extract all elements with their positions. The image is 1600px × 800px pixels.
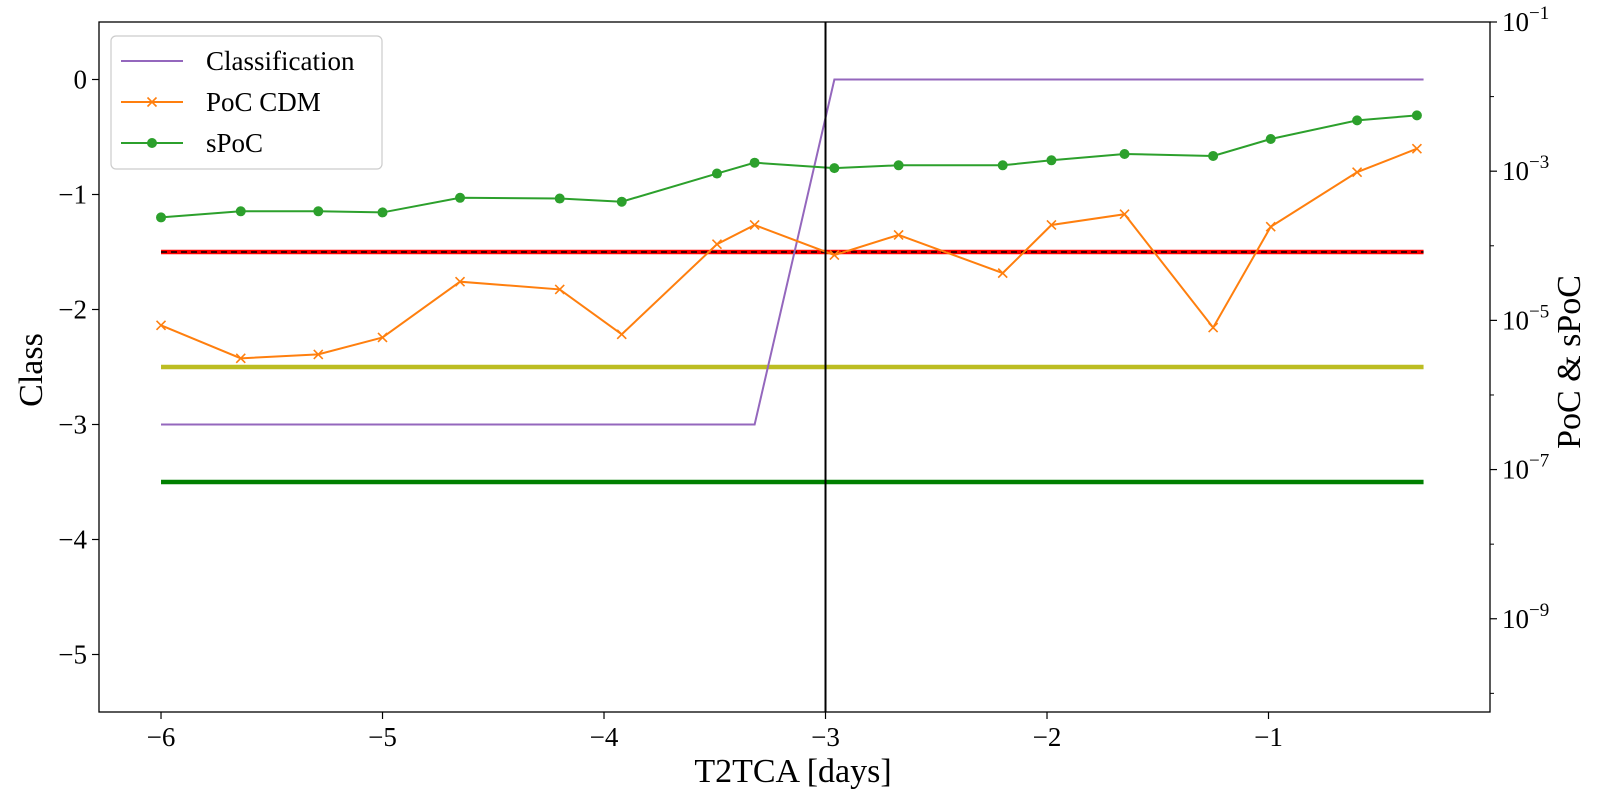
spoc-point-4 [455, 192, 466, 203]
x-tick-label: −6 [147, 722, 176, 752]
poc-cdm-point-12 [1046, 219, 1057, 231]
spoc-point-2 [313, 206, 324, 217]
poc-cdm-point-3 [377, 332, 388, 343]
y-left-tick-label: −5 [58, 640, 87, 670]
spoc-point-7 [711, 168, 722, 179]
poc-cdm-marker-stroke [313, 349, 324, 360]
spoc-point-9 [829, 163, 840, 174]
poc-cdm-marker-stroke [616, 329, 627, 340]
spoc-point-10 [893, 160, 904, 171]
poc-cdm-marker-stroke [235, 353, 246, 364]
poc-cdm-point-1 [235, 353, 246, 364]
poc-cdm-point-6 [616, 329, 627, 340]
legend-label: Classification [206, 46, 355, 76]
poc-cdm-marker-stroke [829, 250, 840, 261]
legend-label: sPoC [206, 128, 263, 158]
poc-cdm-marker-stroke [1119, 209, 1130, 220]
spoc-point-6 [616, 196, 627, 207]
legend-item-classification: Classification [121, 46, 355, 76]
y-axis-left-label: Class [13, 333, 50, 407]
poc-cdm-point-2 [313, 349, 324, 360]
y-right-tick-label: 10−1 [1502, 3, 1549, 37]
poc-cdm-marker-stroke [1208, 322, 1219, 333]
x-tick-label: −5 [368, 722, 397, 752]
y-right-tick-label: 10−5 [1502, 301, 1549, 335]
spoc-point-15 [1265, 134, 1276, 145]
poc-cdm-point-17 [1411, 143, 1422, 154]
spoc-point-12 [1046, 155, 1057, 166]
poc-cdm-marker-stroke [1265, 221, 1276, 232]
poc-cdm-marker-stroke [711, 239, 723, 250]
poc-cdm-marker-stroke [1352, 167, 1363, 178]
spoc-point-14 [1208, 150, 1219, 161]
legend: Classification PoC CDM sPoC [110, 35, 383, 170]
plot-frame [98, 21, 1491, 713]
poc-cdm-point-7 [711, 239, 723, 250]
spoc-point-16 [1352, 115, 1363, 126]
poc-cdm-marker-stroke [1046, 219, 1057, 231]
spoc-point-3 [377, 207, 388, 218]
poc-cdm-marker-stroke [377, 332, 388, 343]
legend-marker-circle [147, 138, 157, 148]
y-axis-right-label: PoC & sPoC [1551, 275, 1588, 449]
poc-cdm-marker-stroke [454, 276, 466, 287]
series-line-spoc [160, 114, 1417, 219]
poc-cdm-point-14 [1208, 322, 1219, 333]
poc-cdm-point-4 [454, 276, 466, 287]
poc-cdm-point-11 [997, 268, 1008, 279]
y-right-tick-label: 10−9 [1502, 600, 1549, 634]
y-left-tick-label: 0 [74, 65, 88, 95]
poc-cdm-point-13 [1119, 209, 1130, 220]
poc-cdm-marker-stroke [554, 284, 565, 295]
axes: −6 −5 −4 −3 −2 −1 0 −1 −2 −3 −4 −5 10−1 10−3 10−5 10−7 1… [58, 3, 1549, 752]
spoc-point-5 [554, 193, 565, 204]
x-tick-label: −4 [590, 722, 619, 752]
spoc-point-13 [1119, 148, 1130, 159]
x-axis-label: T2TCA [days] [694, 753, 891, 790]
x-tick-label: −1 [1254, 722, 1283, 752]
spoc-point-0 [156, 212, 167, 223]
legend-box [110, 35, 383, 170]
spoc-point-8 [749, 157, 760, 168]
series-line-poc-cdm [160, 147, 1418, 360]
poc-cdm-point-10 [893, 229, 904, 240]
poc-cdm-marker-stroke [997, 268, 1008, 279]
y-left-tick-label: −4 [58, 525, 87, 555]
poc-cdm-marker-stroke [1411, 143, 1422, 154]
x-tick-label: −2 [1033, 722, 1062, 752]
legend-marker-x [146, 96, 158, 108]
poc-cdm-point-16 [1352, 167, 1363, 178]
poc-cdm-point-8 [749, 219, 760, 231]
x-tick-label: −3 [811, 722, 840, 752]
y-left-tick-label: −3 [58, 410, 87, 440]
legend-label: PoC CDM [206, 87, 321, 117]
poc-cdm-point-0 [155, 320, 167, 331]
spoc-point-1 [235, 206, 246, 217]
plot-area [155, 22, 1424, 712]
poc-cdm-marker-stroke [749, 219, 760, 231]
y-right-tick-label: 10−3 [1502, 152, 1549, 186]
poc-cdm-point-9 [829, 250, 840, 261]
spoc-point-17 [1411, 110, 1422, 121]
poc-cdm-point-15 [1265, 221, 1276, 232]
poc-cdm-point-5 [554, 284, 565, 295]
poc-cdm-marker-stroke [893, 229, 904, 240]
series-line-classification [161, 78, 1424, 426]
y-left-tick-label: −1 [58, 180, 87, 210]
legend-item-spoc: sPoC [121, 128, 263, 158]
y-left-tick-label: −2 [58, 295, 87, 325]
spoc-point-11 [997, 160, 1008, 171]
legend-item-poc-cdm: PoC CDM [121, 87, 321, 117]
y-right-tick-label: 10−7 [1502, 451, 1549, 485]
poc-cdm-marker-stroke [155, 320, 167, 331]
